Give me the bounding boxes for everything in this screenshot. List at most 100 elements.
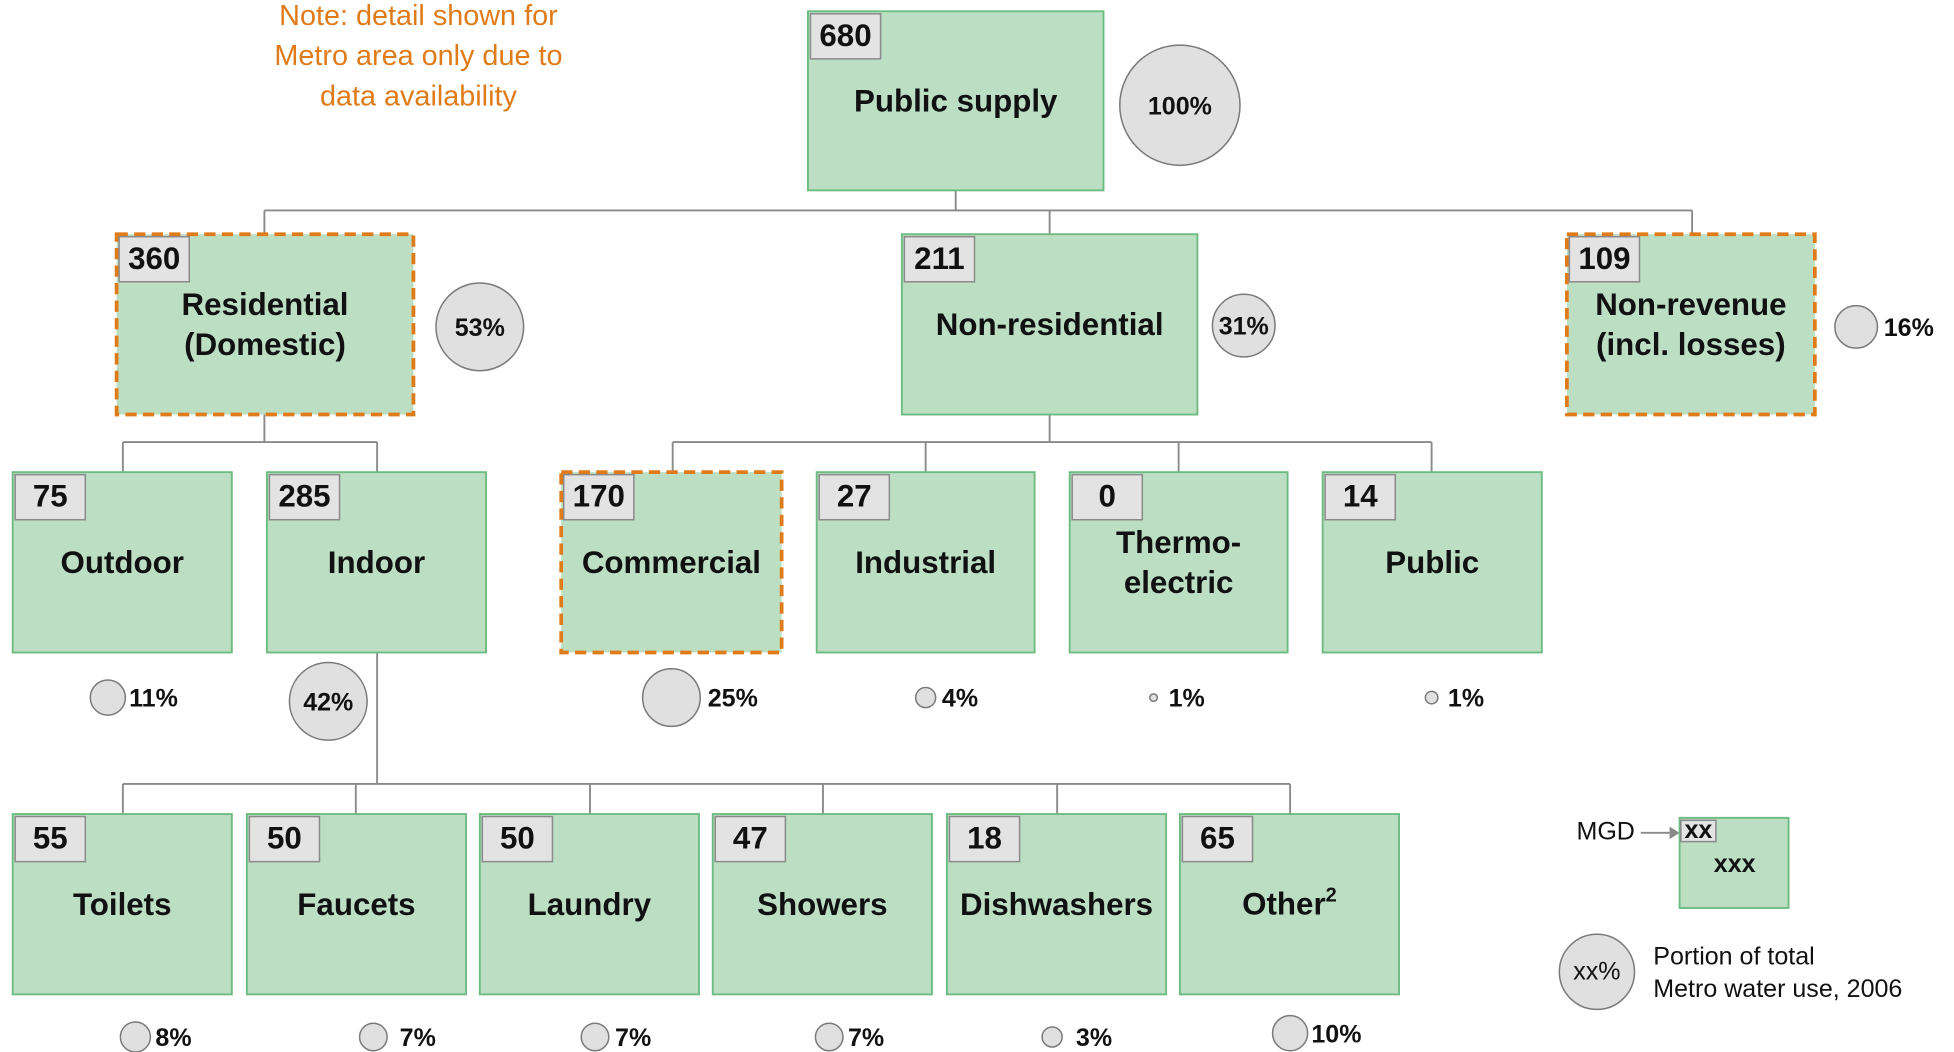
node: 18 Dishwashers 3% — [946, 813, 1168, 1052]
note: Metro area only due to — [274, 40, 562, 72]
connectors — [121, 190, 1694, 815]
node-value: 285 — [278, 479, 330, 514]
legend-badge — [1680, 819, 1717, 843]
node-label: Non-revenue — [1595, 287, 1786, 322]
percent-circle — [1271, 1014, 1309, 1052]
node: 27 Industrial 4% — [815, 471, 1036, 713]
value-badge — [118, 235, 191, 283]
node-label: Outdoor — [61, 545, 184, 580]
percent-label: 11% — [129, 685, 178, 713]
node-label: Commercial — [582, 545, 761, 580]
value-badge — [809, 13, 882, 60]
node-label: Showers — [757, 887, 887, 922]
connector — [121, 414, 379, 473]
percent-circle — [641, 668, 701, 728]
percent-label: 25% — [708, 685, 758, 713]
value-badge — [818, 473, 891, 521]
value-badge — [1181, 815, 1254, 863]
node-label: Toilets — [73, 887, 172, 922]
value-badge — [1071, 473, 1144, 521]
node: 75 Outdoor 11% — [11, 471, 233, 716]
legend-description: Portion of total — [1653, 943, 1814, 971]
node-box — [559, 470, 784, 655]
node-label: Non-residential — [936, 307, 1164, 342]
node-label: Faucets — [297, 887, 415, 922]
percent-circle — [119, 1021, 152, 1052]
node: 47 Showers 7% — [711, 813, 933, 1052]
node-label: Laundry — [528, 887, 652, 922]
legend-circle — [1558, 933, 1636, 1011]
node-value: 27 — [837, 479, 872, 514]
node-value: 65 — [1200, 821, 1235, 856]
percent-label: 10% — [1311, 1020, 1361, 1048]
node-value: 50 — [500, 821, 535, 856]
value-badge — [948, 815, 1021, 863]
value-badge — [14, 815, 87, 863]
legend-description: Metro water use, 2006 — [1653, 975, 1902, 1003]
node-label: Industrial — [855, 545, 996, 580]
node-value: 50 — [267, 821, 302, 856]
percent-circle — [580, 1022, 610, 1052]
node-label: Public supply — [854, 84, 1058, 119]
legend-unit: MGD — [1576, 817, 1634, 845]
node-value: 75 — [33, 479, 68, 514]
node: 50 Faucets 7% — [245, 813, 467, 1052]
node: 285 Indoor 42% — [265, 471, 488, 741]
node-value: 170 — [573, 479, 625, 514]
percent-circle — [358, 1022, 388, 1052]
node-value: 14 — [1343, 479, 1378, 514]
node-value: 360 — [128, 241, 180, 276]
percent-label: 4% — [942, 685, 978, 713]
percent-label: 3% — [1076, 1024, 1112, 1052]
percent-label: 7% — [615, 1024, 651, 1052]
node: 50 Laundry 7% — [478, 813, 700, 1052]
percent-label: 42% — [303, 688, 353, 716]
node-value: 211 — [914, 241, 965, 276]
legend-box-text: xxx — [1714, 850, 1756, 878]
connector — [121, 652, 1292, 815]
percent-circle — [1041, 1026, 1063, 1048]
node-label: (Domestic) — [184, 327, 346, 362]
value-badge — [14, 473, 87, 521]
value-badge — [903, 235, 976, 283]
node: 170 Commercial 25% — [559, 470, 784, 728]
value-badge — [714, 815, 787, 863]
node-label: Residential — [182, 287, 349, 322]
note: Note: detail shown for — [279, 0, 558, 32]
percent-circle — [1834, 304, 1879, 349]
node-value: 0 — [1099, 479, 1116, 514]
value-badge — [248, 815, 321, 863]
percent-label: 8% — [155, 1024, 191, 1052]
node-label: (incl. losses) — [1596, 327, 1786, 362]
node-label: Other2 — [1242, 885, 1337, 922]
percent-circle — [1211, 293, 1276, 358]
node-value: 55 — [33, 821, 68, 856]
node-value: 18 — [967, 821, 1002, 856]
percent-circle — [1149, 693, 1159, 703]
value-badge — [268, 473, 341, 521]
node: 211 Non-residential 31% — [900, 233, 1276, 416]
legend-shapes — [1558, 816, 1790, 1011]
percent-label: 16% — [1884, 314, 1934, 342]
percent-label: 100% — [1148, 92, 1212, 120]
percent-circle — [1119, 44, 1241, 167]
percent-label: 53% — [455, 314, 505, 342]
percent-circle — [89, 679, 127, 716]
percent-circle — [288, 661, 368, 741]
legend-badge-text: xx — [1684, 816, 1712, 844]
node-label: Thermo- — [1116, 525, 1241, 560]
node-label-text: Other — [1242, 887, 1325, 922]
node-label: Public — [1385, 545, 1479, 580]
node-value: 109 — [1578, 241, 1630, 276]
node-value: 47 — [733, 821, 768, 856]
percent-label: 7% — [848, 1024, 884, 1052]
value-badge — [481, 815, 554, 863]
node-label: electric — [1124, 565, 1234, 600]
value-badge — [562, 473, 635, 521]
